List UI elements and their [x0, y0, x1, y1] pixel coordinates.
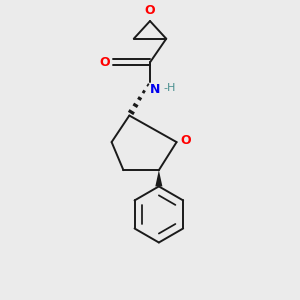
Polygon shape: [142, 90, 146, 94]
Text: -H: -H: [163, 83, 176, 93]
Polygon shape: [146, 83, 149, 87]
Polygon shape: [137, 96, 142, 101]
Text: N: N: [150, 83, 160, 96]
Text: O: O: [100, 56, 110, 69]
Text: O: O: [145, 4, 155, 17]
Polygon shape: [155, 170, 162, 186]
Text: O: O: [181, 134, 191, 147]
Polygon shape: [133, 103, 139, 108]
Polygon shape: [128, 109, 135, 115]
